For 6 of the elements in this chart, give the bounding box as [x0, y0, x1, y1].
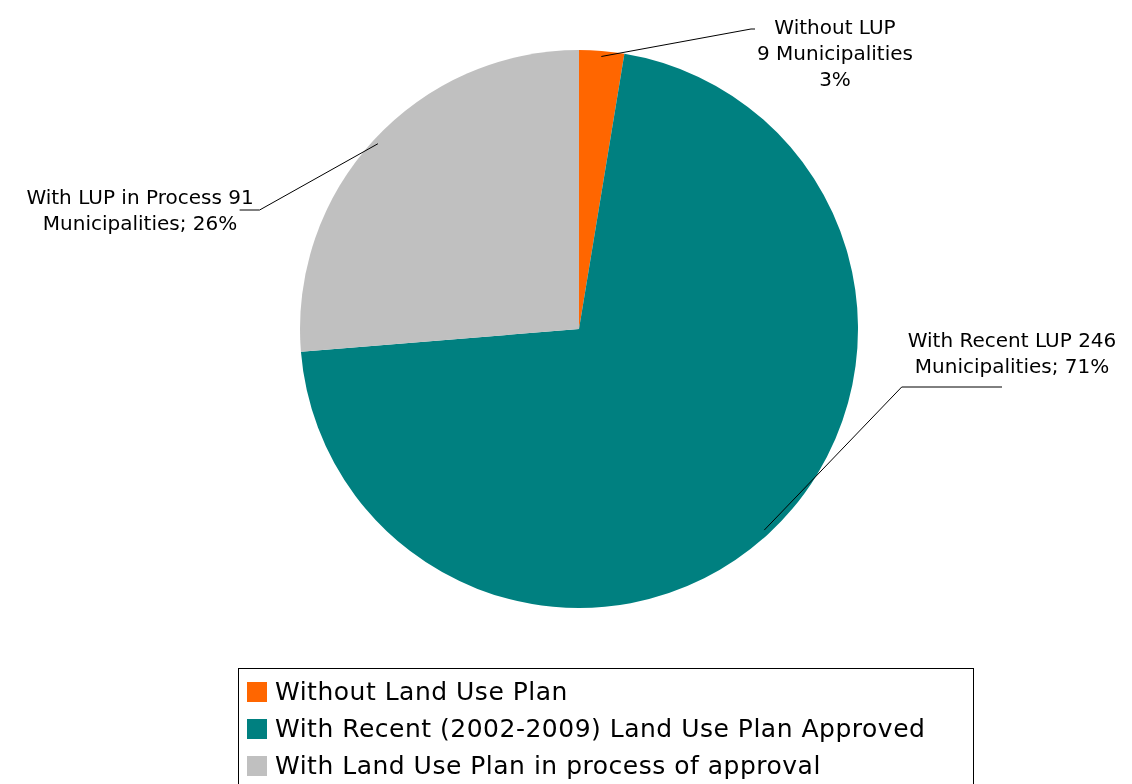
legend-label: Without Land Use Plan	[275, 677, 568, 706]
data-label: With LUP in Process 91 Municipalities; 26%	[26, 185, 254, 236]
legend-label: With Recent (2002-2009) Land Use Plan Approved	[275, 714, 926, 743]
data-label: With Recent LUP 246 Municipalities; 71%	[907, 328, 1117, 379]
data-label: Without LUP 9 Municipalities 3%	[757, 15, 913, 92]
legend-label: With Land Use Plan in process of approval	[275, 751, 821, 780]
